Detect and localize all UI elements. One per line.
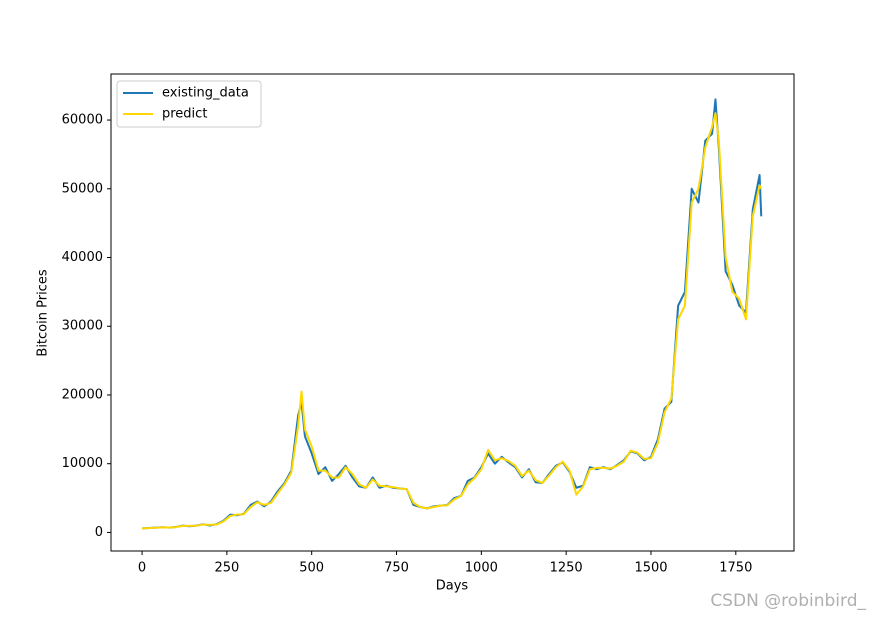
x-tick-label: 500 <box>299 561 324 576</box>
y-tick-label: 60000 <box>62 113 103 128</box>
y-tick-label: 50000 <box>62 181 103 196</box>
x-tick-label: 1250 <box>550 561 583 576</box>
y-tick-label: 20000 <box>62 387 103 402</box>
x-tick-label: 1750 <box>719 561 752 576</box>
y-tick-label: 40000 <box>62 250 103 265</box>
y-axis-label: Bitcoin Prices <box>36 269 51 356</box>
x-tick-label: 1500 <box>634 561 667 576</box>
x-tick-label: 250 <box>214 561 239 576</box>
y-tick-label: 0 <box>95 525 103 540</box>
legend-label: existing_data <box>162 86 249 101</box>
y-tick-label: 10000 <box>62 456 103 471</box>
line-series <box>142 112 763 530</box>
x-tick-label: 1000 <box>465 561 498 576</box>
watermark: CSDN @robinbird_ <box>710 591 866 611</box>
plot-frame <box>110 73 795 552</box>
y-tick-label: 30000 <box>62 319 103 334</box>
x-tick-label: 0 <box>138 561 146 576</box>
legend-label: predict <box>162 107 207 122</box>
x-axis-label: Days <box>436 579 469 594</box>
x-tick-label: 750 <box>384 561 409 576</box>
